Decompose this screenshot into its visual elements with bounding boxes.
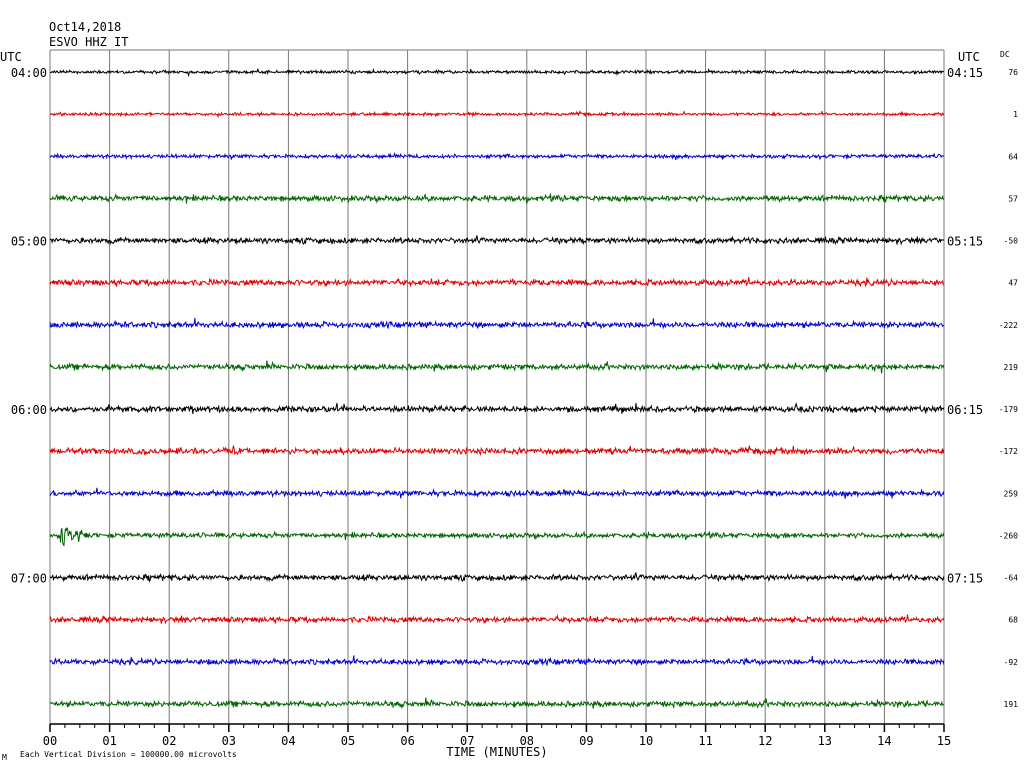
dc-value: 219 xyxy=(1004,363,1019,372)
utc-left-label: UTC xyxy=(0,50,22,64)
dc-value: 76 xyxy=(1008,68,1018,77)
trace-line xyxy=(49,613,945,625)
plot-grid xyxy=(49,49,945,725)
left-time-labels: 04:00 05:00 06:00 07:00 xyxy=(11,66,47,586)
dc-value: -64 xyxy=(1004,574,1019,583)
trace-line xyxy=(49,360,945,374)
footer-mark: M xyxy=(2,753,7,762)
left-time-label: 04:00 xyxy=(11,66,47,80)
x-tick-label: 14 xyxy=(877,734,891,748)
x-tick-label: 10 xyxy=(639,734,653,748)
trace-line xyxy=(49,235,945,246)
x-tick-label: 04 xyxy=(281,734,295,748)
trace-line xyxy=(49,109,945,119)
dc-value: 259 xyxy=(1004,489,1019,498)
dc-value: 68 xyxy=(1008,616,1018,625)
dc-value: 191 xyxy=(1004,700,1019,709)
trace-line xyxy=(49,697,945,710)
x-tick-label: 06 xyxy=(400,734,414,748)
trace-line xyxy=(49,572,945,583)
seismic-traces xyxy=(49,67,945,710)
x-axis-ticks: 00 01 02 03 04 05 06 07 08 09 10 11 12 13 14 15 xyxy=(43,724,951,748)
right-time-label: 06:15 xyxy=(947,403,983,417)
dc-value: -222 xyxy=(999,321,1018,330)
x-tick-label: 13 xyxy=(818,734,832,748)
x-tick-label: 11 xyxy=(698,734,712,748)
x-tick-label: 05 xyxy=(341,734,355,748)
scale-note: Each Vertical Division = 100000.00 micro… xyxy=(20,750,237,759)
right-time-label: 05:15 xyxy=(947,235,983,249)
left-time-label: 06:00 xyxy=(11,403,47,417)
dc-header-label: DC xyxy=(1000,50,1010,59)
right-time-label: 07:15 xyxy=(947,572,983,586)
trace-line xyxy=(49,192,945,204)
x-tick-label: 15 xyxy=(937,734,951,748)
station-label: ESVO HHZ IT xyxy=(49,35,128,49)
x-axis-label: TIME (MINUTES) xyxy=(446,745,547,759)
trace-line xyxy=(49,487,945,499)
x-tick-label: 02 xyxy=(162,734,176,748)
x-tick-label: 07 xyxy=(460,734,474,748)
utc-right-label: UTC xyxy=(958,50,980,64)
trace-line xyxy=(49,152,945,161)
left-time-label: 07:00 xyxy=(11,572,47,586)
right-time-label: 04:15 xyxy=(947,66,983,80)
dc-offset-labels: 76 1 64 57 -50 47 -222 219 -179 -172 259 -260 -64 68 -… xyxy=(999,68,1018,709)
dc-value: 1 xyxy=(1013,110,1018,119)
trace-line xyxy=(49,277,945,288)
dc-value: -172 xyxy=(999,447,1018,456)
trace-line xyxy=(49,527,945,547)
dc-value: 64 xyxy=(1008,152,1018,161)
left-time-label: 05:00 xyxy=(11,235,47,249)
trace-line xyxy=(49,67,945,78)
dc-value: -179 xyxy=(999,405,1018,414)
right-time-labels: 04:15 05:15 06:15 07:15 xyxy=(947,66,983,586)
trace-line xyxy=(49,402,945,414)
trace-line xyxy=(49,317,944,330)
x-tick-label: 09 xyxy=(579,734,593,748)
dc-value: 57 xyxy=(1008,194,1018,203)
trace-line xyxy=(49,655,945,667)
dc-value: -50 xyxy=(1004,237,1019,246)
date-label: Oct14,2018 xyxy=(49,20,121,34)
trace-line xyxy=(49,445,945,456)
x-tick-label: 00 xyxy=(43,734,57,748)
dc-value: -92 xyxy=(1004,658,1019,667)
x-tick-label: 12 xyxy=(758,734,772,748)
x-tick-label: 08 xyxy=(520,734,534,748)
x-tick-label: 03 xyxy=(222,734,236,748)
dc-value: 47 xyxy=(1008,279,1018,288)
x-tick-label: 01 xyxy=(102,734,116,748)
dc-value: -260 xyxy=(999,531,1018,540)
